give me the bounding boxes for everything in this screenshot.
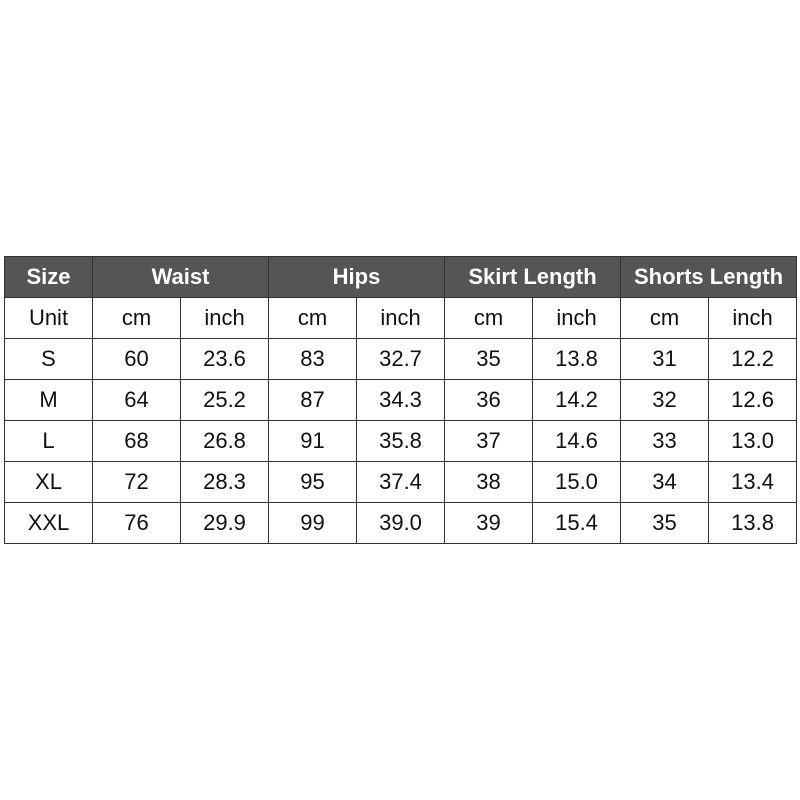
value-cell: 35 — [444, 338, 534, 380]
value-cell: 35.8 — [356, 420, 446, 462]
value-cell: 39 — [444, 502, 534, 544]
unit-row: Unit cm inch cm inch cm inch cm inch — [4, 297, 798, 339]
size-cell: XXL — [4, 502, 93, 544]
value-cell: 64 — [92, 379, 181, 421]
size-cell: M — [4, 379, 93, 421]
value-cell: 95 — [268, 461, 358, 503]
value-cell: 34.3 — [356, 379, 446, 421]
value-cell: 91 — [268, 420, 358, 462]
size-cell: XL — [4, 461, 93, 503]
value-cell: 32 — [620, 379, 710, 421]
value-cell: 13.4 — [708, 461, 798, 503]
unit-cell: cm — [444, 297, 534, 339]
value-cell: 13.8 — [532, 338, 622, 380]
value-cell: 37.4 — [356, 461, 446, 503]
value-cell: 38 — [444, 461, 534, 503]
value-cell: 34 — [620, 461, 710, 503]
table-row: S 60 23.6 83 32.7 35 13.8 31 12.2 — [4, 338, 798, 380]
value-cell: 36 — [444, 379, 534, 421]
value-cell: 15.4 — [532, 502, 622, 544]
value-cell: 14.2 — [532, 379, 622, 421]
value-cell: 29.9 — [179, 502, 270, 544]
unit-cell: inch — [532, 297, 622, 339]
value-cell: 87 — [268, 379, 358, 421]
value-cell: 14.6 — [532, 420, 622, 462]
value-cell: 28.3 — [179, 461, 270, 503]
value-cell: 32.7 — [356, 338, 446, 380]
unit-cell: Unit — [4, 297, 93, 339]
value-cell: 26.8 — [179, 420, 270, 462]
value-cell: 33 — [620, 420, 710, 462]
unit-cell: inch — [708, 297, 798, 339]
value-cell: 68 — [92, 420, 181, 462]
table-row: XXL 76 29.9 99 39.0 39 15.4 35 13.8 — [4, 502, 798, 544]
value-cell: 25.2 — [179, 379, 270, 421]
value-cell: 76 — [92, 502, 181, 544]
value-cell: 83 — [268, 338, 358, 380]
header-waist: Waist — [91, 256, 270, 298]
value-cell: 13.8 — [708, 502, 798, 544]
value-cell: 12.2 — [708, 338, 798, 380]
header-shorts-length: Shorts Length — [620, 256, 798, 298]
header-skirt-length: Skirt Length — [444, 256, 622, 298]
value-cell: 39.0 — [356, 502, 446, 544]
table-row: M 64 25.2 87 34.3 36 14.2 32 12.6 — [4, 379, 798, 421]
value-cell: 35 — [620, 502, 710, 544]
header-row: Size Waist Hips Skirt Length Shorts Leng… — [4, 256, 798, 298]
unit-cell: cm — [92, 297, 181, 339]
unit-cell: inch — [356, 297, 446, 339]
value-cell: 12.6 — [708, 379, 798, 421]
unit-cell: cm — [268, 297, 358, 339]
unit-cell: cm — [620, 297, 710, 339]
size-cell: L — [4, 420, 93, 462]
value-cell: 37 — [444, 420, 534, 462]
value-cell: 60 — [92, 338, 181, 380]
value-cell: 23.6 — [179, 338, 270, 380]
table-row: XL 72 28.3 95 37.4 38 15.0 34 13.4 — [4, 461, 798, 503]
value-cell: 31 — [620, 338, 710, 380]
size-cell: S — [4, 338, 93, 380]
value-cell: 13.0 — [708, 420, 798, 462]
unit-cell: inch — [179, 297, 270, 339]
size-chart-table: Size Waist Hips Skirt Length Shorts Leng… — [4, 256, 798, 544]
value-cell: 99 — [268, 502, 358, 544]
header-hips: Hips — [268, 256, 446, 298]
value-cell: 72 — [92, 461, 181, 503]
table-row: L 68 26.8 91 35.8 37 14.6 33 13.0 — [4, 420, 798, 462]
header-size: Size — [4, 256, 93, 298]
value-cell: 15.0 — [532, 461, 622, 503]
